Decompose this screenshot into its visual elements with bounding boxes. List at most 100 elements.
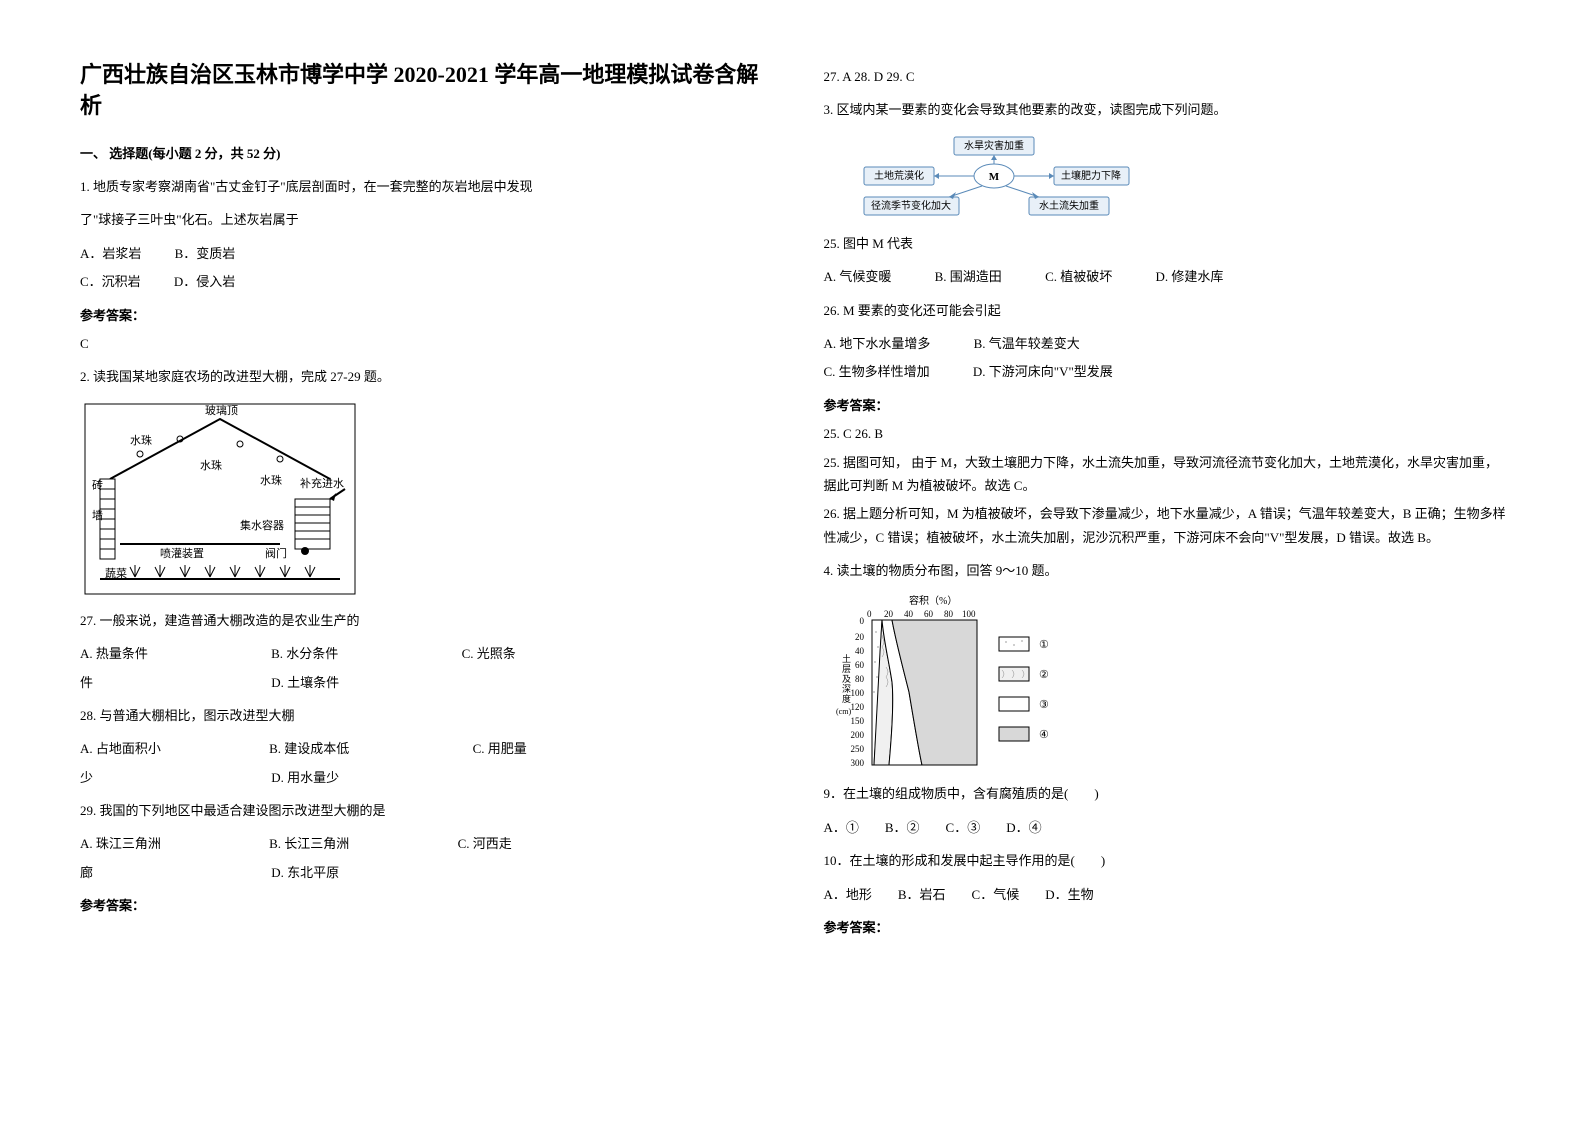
flow-box-2: 土地荒漠化 bbox=[874, 169, 924, 182]
q10-text: 10．在土壤的形成和发展中起主导作用的是( ) bbox=[824, 849, 1508, 872]
q4-answer-label: 参考答案： bbox=[824, 916, 1508, 939]
q3-explain-26: 26. 据上题分析可知，M 为植被破坏，会导致下渗量减少，地下水量减少，A 错误… bbox=[824, 502, 1508, 549]
q28-opt-c: C. 用肥量 bbox=[473, 741, 527, 756]
flowchart-diagram: 水旱灾害加重 土地荒漠化 M 土壤肥力下降 径流季节变化加大 水土流失加重 bbox=[854, 132, 1134, 222]
exam-title: 广西壮族自治区玉林市博学中学 2020-2021 学年高一地理模拟试卷含解析 bbox=[80, 60, 764, 122]
soil-ytick-20: 20 bbox=[855, 632, 865, 642]
soil-ylabel-2: 层 bbox=[842, 664, 851, 674]
q25-text: 25. 图中 M 代表 bbox=[824, 232, 1508, 255]
q25-opt-a: A. 气候变暖 bbox=[824, 269, 892, 284]
soil-xtick-60: 60 bbox=[924, 609, 934, 619]
soil-ylabel-3: 及 bbox=[842, 674, 851, 684]
q28-options-cont: 少 D. 用水量少 bbox=[80, 766, 764, 789]
label-spray: 喷灌装置 bbox=[160, 547, 204, 560]
soil-ytick-60: 60 bbox=[855, 660, 865, 670]
q1-answer: C bbox=[80, 332, 764, 355]
q2-answer-label: 参考答案： bbox=[80, 894, 764, 917]
q27-opt-c: C. 光照条 bbox=[462, 646, 516, 661]
section-1-header: 一、 选择题(每小题 2 分，共 52 分) bbox=[80, 142, 764, 165]
label-brick: 砖 bbox=[92, 478, 103, 492]
q27-opt-a: A. 热量条件 bbox=[80, 646, 148, 661]
q29-text: 29. 我国的下列地区中最适合建设图示改进型大棚的是 bbox=[80, 799, 764, 822]
soil-xtick-100: 100 bbox=[962, 609, 976, 619]
q27-text: 27. 一般来说，建造普通大棚改造的是农业生产的 bbox=[80, 609, 764, 632]
q26-opt-c: C. 生物多样性增加 bbox=[824, 364, 930, 379]
q28-options: A. 占地面积小 B. 建设成本低 C. 用肥量 bbox=[80, 737, 764, 760]
q29-cont: 廊 bbox=[80, 865, 93, 880]
vegetable-symbols bbox=[130, 565, 315, 577]
q3-answer-label: 参考答案： bbox=[824, 394, 1508, 417]
q29-opt-c: C. 河西走 bbox=[458, 836, 512, 851]
q28-text: 28. 与普通大棚相比，图示改进型大棚 bbox=[80, 704, 764, 727]
q29-options-cont: 廊 D. 东北平原 bbox=[80, 861, 764, 884]
soil-ytick-250: 250 bbox=[850, 744, 864, 754]
q28-opt-d: D. 用水量少 bbox=[271, 770, 339, 785]
label-water-bead-1: 水珠 bbox=[130, 433, 152, 447]
q27-cont: 件 bbox=[80, 675, 93, 690]
label-water-bead-2: 水珠 bbox=[200, 458, 222, 472]
right-column: 27. A 28. D 29. C 3. 区域内某一要素的变化会导致其他要素的改… bbox=[824, 60, 1508, 944]
q29-opt-a: A. 珠江三角洲 bbox=[80, 836, 161, 851]
flow-box-4: 径流季节变化加大 bbox=[871, 199, 951, 212]
q1-text-1: 1. 地质专家考察湖南省"古丈金钉子"底层剖面时，在一套完整的灰岩地层中发现 bbox=[80, 175, 764, 198]
soil-ytick-80: 80 bbox=[855, 674, 865, 684]
q26-options-ab: A. 地下水水量增多 B. 气温年较差变大 bbox=[824, 332, 1508, 355]
q1-opt-a: A．岩浆岩 bbox=[80, 246, 141, 261]
q27-opt-b: B. 水分条件 bbox=[271, 646, 338, 661]
q9-opts: A．① B．② C．③ D．④ bbox=[824, 816, 1508, 839]
q2-answer: 27. A 28. D 29. C bbox=[824, 65, 1508, 88]
q25-opt-b: B. 围湖造田 bbox=[935, 269, 1002, 284]
soil-diagram: 土 层 及 深 度 (cm) 容积（%） 0 20 40 60 80 100 bbox=[834, 592, 1094, 772]
q28-opt-b: B. 建设成本低 bbox=[269, 741, 349, 756]
soil-ytick-0: 0 bbox=[859, 616, 864, 626]
q1-options-cd: C．沉积岩 D．侵入岩 bbox=[80, 270, 764, 293]
q1-text-2: 了"球接子三叶虫"化石。上述灰岩属于 bbox=[80, 208, 764, 231]
q25-opt-c: C. 植被破坏 bbox=[1045, 269, 1112, 284]
label-wall: 墙 bbox=[92, 508, 103, 522]
soil-ytick-100: 100 bbox=[850, 688, 864, 698]
q29-options: A. 珠江三角洲 B. 长江三角洲 C. 河西走 bbox=[80, 832, 764, 855]
q1-opt-b: B．变质岩 bbox=[175, 246, 236, 261]
flow-box-m: M bbox=[988, 171, 999, 183]
flow-box-3: 土壤肥力下降 bbox=[1061, 169, 1121, 182]
soil-ytick-120: 120 bbox=[850, 702, 864, 712]
soil-ytick-150: 150 bbox=[850, 716, 864, 726]
q9-text: 9．在土壤的组成物质中，含有腐殖质的是( ) bbox=[824, 782, 1508, 805]
q26-text: 26. M 要素的变化还可能会引起 bbox=[824, 299, 1508, 322]
q1-opt-c: C．沉积岩 bbox=[80, 274, 141, 289]
soil-legend-2: ② bbox=[1039, 669, 1049, 681]
q29-opt-d: D. 东北平原 bbox=[271, 865, 339, 880]
label-supplement: 补充进水 bbox=[300, 476, 344, 490]
soil-ytick-300: 300 bbox=[850, 758, 864, 768]
label-collector: 集水容器 bbox=[240, 518, 284, 532]
soil-xlabel: 容积（%） bbox=[909, 594, 957, 607]
soil-ylabel-6: (cm) bbox=[836, 707, 851, 716]
q3-intro: 3. 区域内某一要素的变化会导致其他要素的改变，读图完成下列问题。 bbox=[824, 98, 1508, 121]
q29-opt-b: B. 长江三角洲 bbox=[269, 836, 349, 851]
q10-opts: A．地形 B．岩石 C．气候 D．生物 bbox=[824, 883, 1508, 906]
soil-xtick-80: 80 bbox=[944, 609, 954, 619]
label-water-bead-3: 水珠 bbox=[260, 473, 282, 487]
q28-opt-a: A. 占地面积小 bbox=[80, 741, 161, 756]
q26-opt-b: B. 气温年较差变大 bbox=[974, 336, 1080, 351]
q25-opt-d: D. 修建水库 bbox=[1155, 269, 1223, 284]
q27-opt-d: D. 土壤条件 bbox=[271, 675, 339, 690]
soil-legend-4: ④ bbox=[1039, 729, 1049, 741]
q3-explain-25: 25. 据图可知， 由于 M，大致土壤肥力下降，水土流失加重，导致河流径流节变化… bbox=[824, 451, 1508, 498]
soil-legend-3: ③ bbox=[1039, 699, 1049, 711]
soil-xtick-0: 0 bbox=[867, 609, 872, 619]
soil-ylabel-1: 土 bbox=[842, 653, 851, 664]
soil-ytick-200: 200 bbox=[850, 730, 864, 740]
greenhouse-diagram: 玻璃顶 水珠 水珠 水珠 砖 墙 喷灌装置 bbox=[80, 399, 360, 599]
soil-ytick-40: 40 bbox=[855, 646, 865, 656]
q26-opt-d: D. 下游河床向"V"型发展 bbox=[973, 364, 1113, 379]
left-column: 广西壮族自治区玉林市博学中学 2020-2021 学年高一地理模拟试卷含解析 一… bbox=[80, 60, 764, 944]
q3-answer-1: 25. C 26. B bbox=[824, 422, 1508, 445]
q27-options: A. 热量条件 B. 水分条件 C. 光照条 bbox=[80, 642, 764, 665]
label-glass-top: 玻璃顶 bbox=[205, 403, 238, 417]
flow-box-1: 水旱灾害加重 bbox=[964, 139, 1024, 152]
q27-options-cont: 件 D. 土壤条件 bbox=[80, 671, 764, 694]
soil-xtick-20: 20 bbox=[884, 609, 894, 619]
q26-opt-a: A. 地下水水量增多 bbox=[824, 336, 931, 351]
q1-answer-label: 参考答案： bbox=[80, 304, 764, 327]
